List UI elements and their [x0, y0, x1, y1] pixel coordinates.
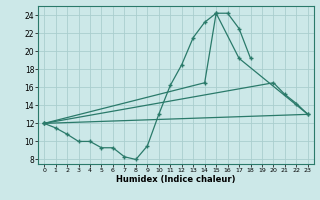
X-axis label: Humidex (Indice chaleur): Humidex (Indice chaleur): [116, 175, 236, 184]
